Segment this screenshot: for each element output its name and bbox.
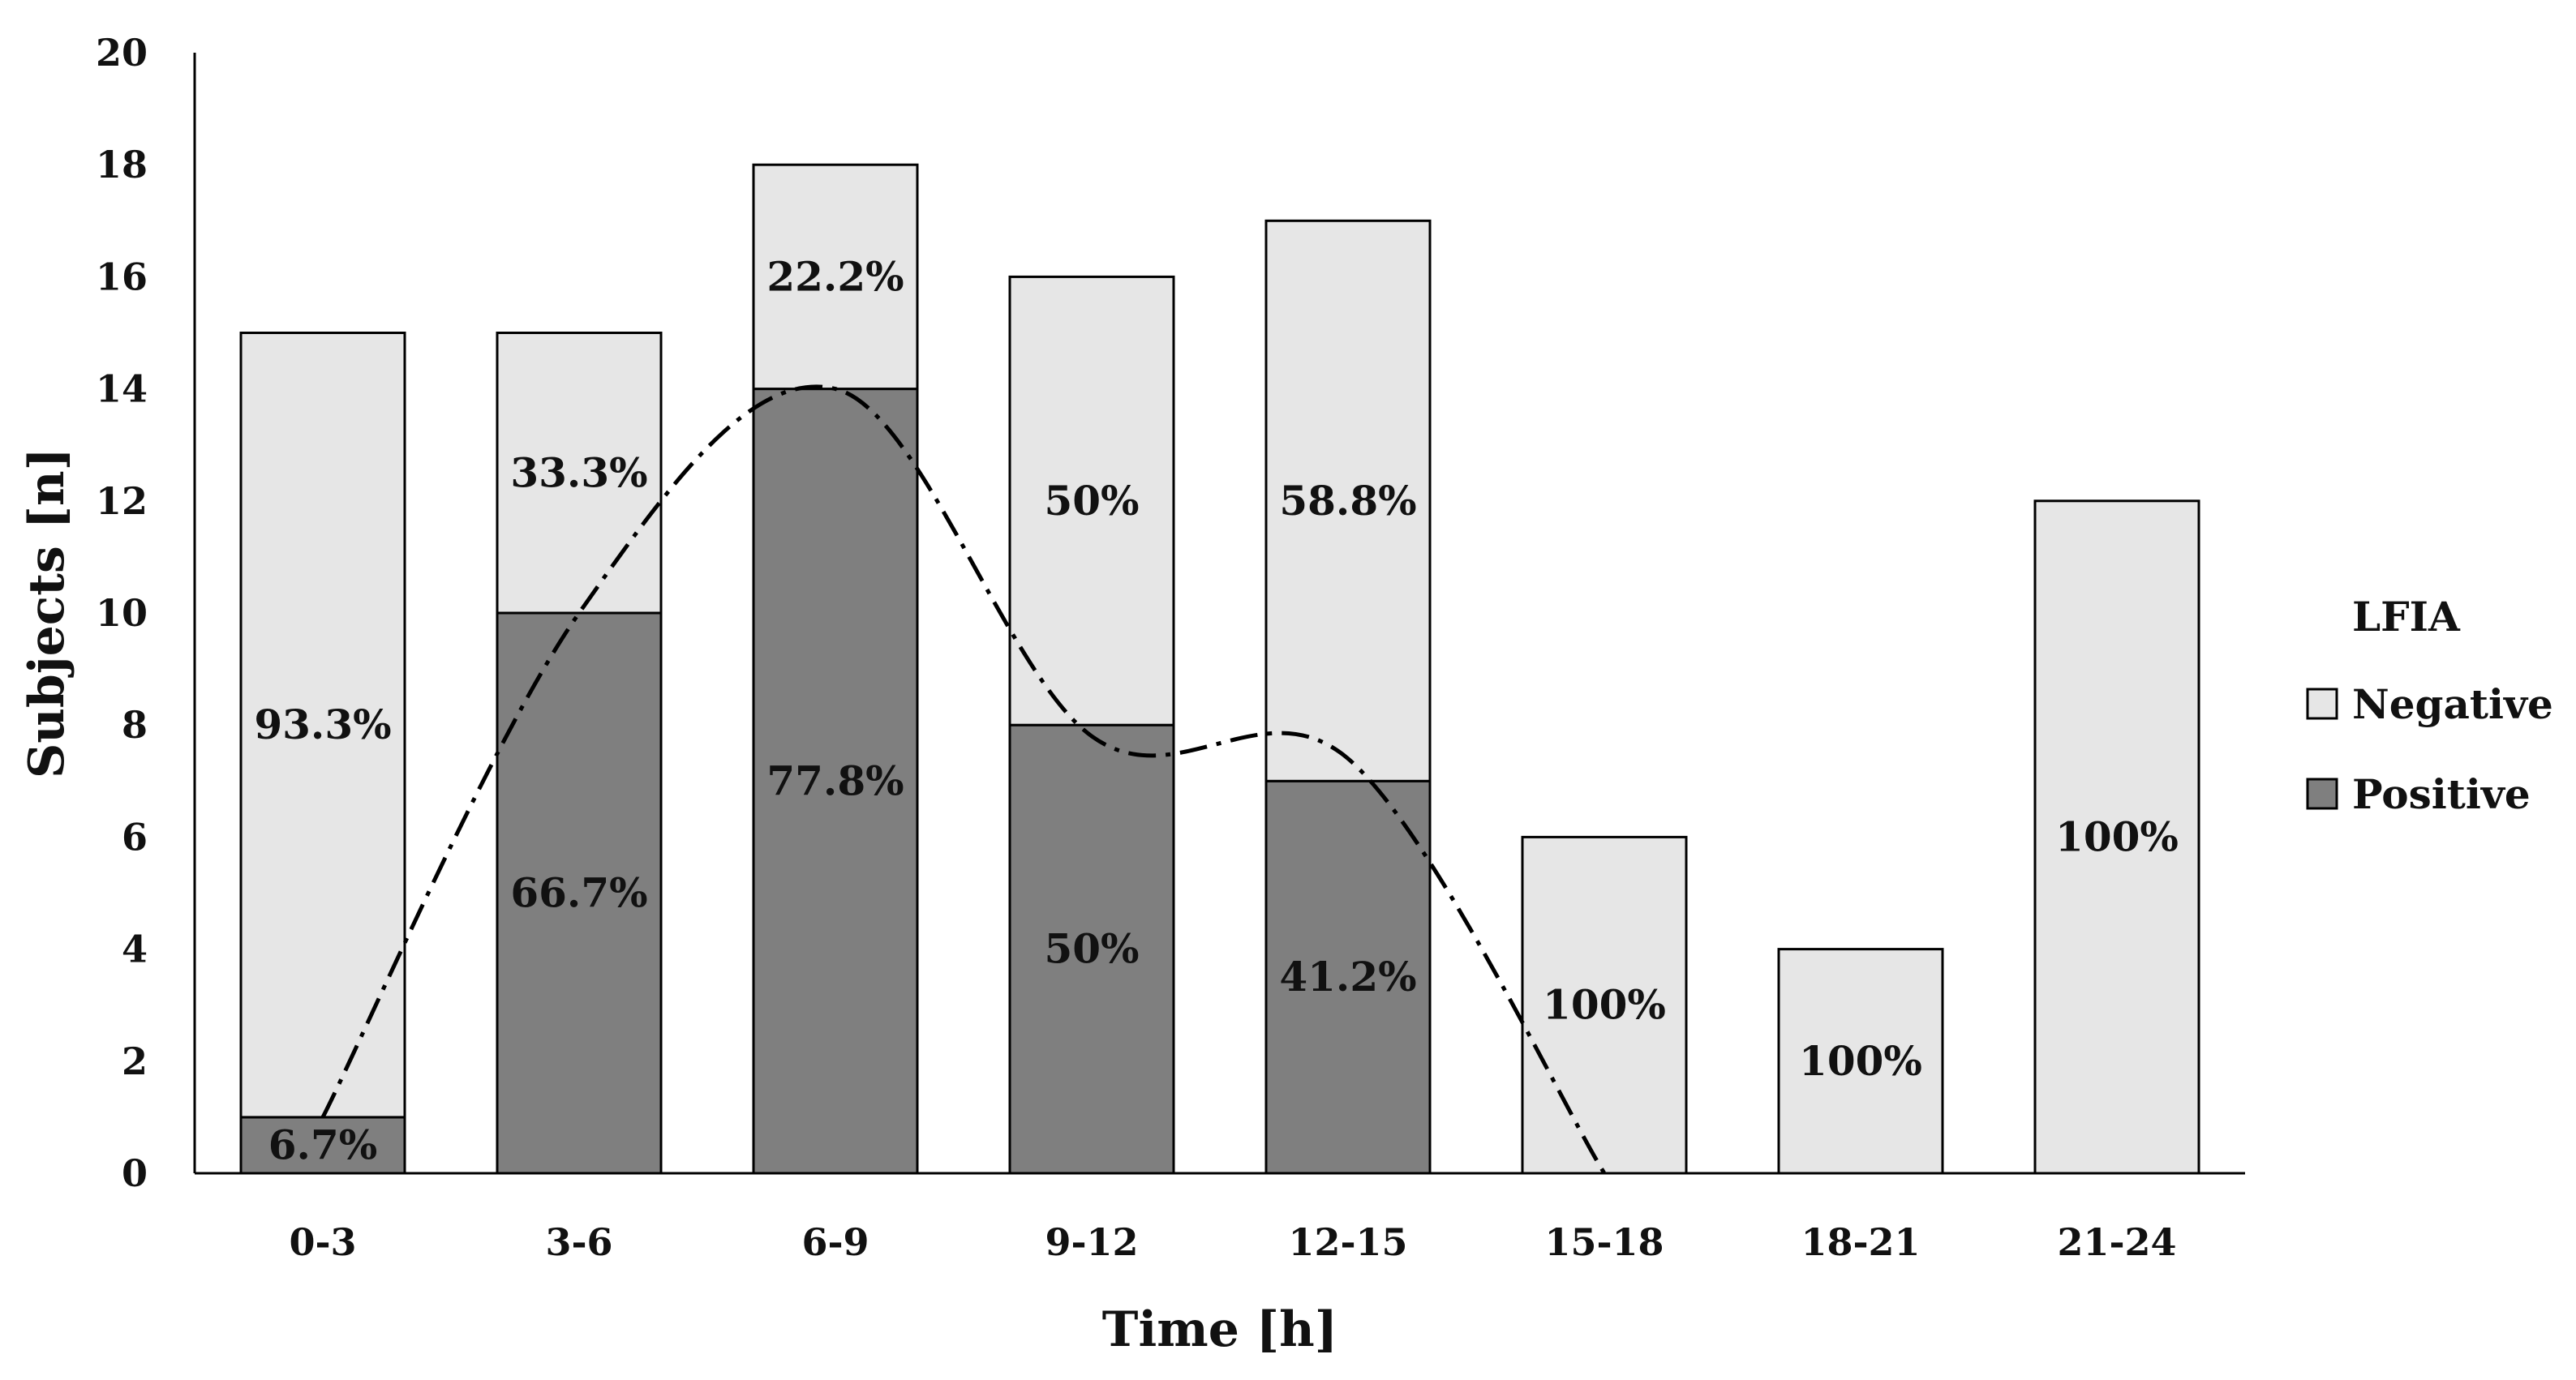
legend: LFIA Negative Positive — [2306, 593, 2553, 818]
bar-label-negative-21-24: 100% — [2055, 812, 2179, 860]
bar-label-positive-0-3: 6.7% — [268, 1121, 378, 1168]
trendline — [320, 384, 1607, 1175]
bar-label-negative-3-6: 33.3% — [510, 448, 647, 496]
y-axis-title: Subjects [n] — [19, 448, 75, 778]
y-tick-label-8: 8 — [122, 703, 148, 747]
bar-negative-18-21 — [1777, 948, 1944, 1175]
bar-label-negative-15-18: 100% — [1543, 981, 1666, 1029]
bar-negative-6-9 — [752, 163, 919, 391]
bar-label-negative-18-21: 100% — [1799, 1037, 1922, 1085]
x-axis-title: Time [h] — [1102, 1301, 1337, 1358]
bar-label-positive-9-12: 50% — [1044, 925, 1139, 973]
bar-negative-3-6 — [496, 332, 663, 615]
legend-label-negative: Negative — [2352, 680, 2553, 728]
x-tick-label-3-6: 3-6 — [545, 1220, 612, 1264]
y-tick-label-10: 10 — [96, 591, 148, 635]
bar-label-negative-9-12: 50% — [1044, 477, 1139, 525]
bar-label-negative-12-15: 58.8% — [1279, 477, 1416, 525]
bar-label-positive-3-6: 66.7% — [510, 869, 647, 917]
bar-label-positive-12-15: 41.2% — [1279, 953, 1416, 1001]
x-tick-label-9-12: 9-12 — [1045, 1220, 1138, 1264]
x-tick-label-0-3: 0-3 — [289, 1220, 356, 1264]
bar-negative-12-15 — [1264, 219, 1432, 782]
bar-label-negative-6-9: 22.2% — [766, 252, 904, 300]
bar-label-positive-6-9: 77.8% — [766, 756, 904, 804]
bar-negative-9-12 — [1008, 275, 1175, 726]
x-tick-label-18-21: 18-21 — [1801, 1220, 1920, 1264]
bar-positive-9-12 — [1008, 723, 1175, 1175]
bar-positive-3-6 — [496, 611, 663, 1175]
axes: 0 2 4 6 8 10 12 14 16 18 20 0-3 3-6 6-9 9-12 12-15 15-18… — [96, 31, 2245, 1264]
x-tick-label-15-18: 15-18 — [1544, 1220, 1664, 1264]
bar-labels: 6.7% 66.7% 77.8% 50% 41.2% 93.3% 33.3% 22.2% 50%… — [254, 252, 2179, 1168]
bar-negative-15-18 — [1521, 835, 1688, 1175]
y-tick-label-16: 16 — [96, 255, 148, 298]
y-tick-label-4: 4 — [122, 928, 148, 971]
bar-positive-12-15 — [1264, 779, 1432, 1175]
y-tick-label-20: 20 — [96, 31, 148, 75]
y-tick-label-12: 12 — [96, 479, 148, 523]
legend-swatch-negative — [2306, 688, 2338, 720]
trendline-group — [320, 384, 1607, 1175]
legend-label-positive: Positive — [2352, 770, 2531, 818]
legend-title: LFIA — [2352, 593, 2461, 641]
y-tick-label-14: 14 — [96, 367, 148, 411]
y-tick-label-6: 6 — [122, 815, 148, 859]
bar-positive-0-3 — [239, 1116, 406, 1175]
y-tick-label-2: 2 — [122, 1039, 148, 1083]
bars — [239, 163, 2200, 1175]
x-tick-label-6-9: 6-9 — [801, 1220, 869, 1264]
bar-negative-0-3 — [239, 332, 406, 1119]
x-tick-label-21-24: 21-24 — [2057, 1220, 2176, 1264]
legend-swatch-positive — [2306, 778, 2338, 810]
x-tick-label-12-15: 12-15 — [1288, 1220, 1407, 1264]
y-tick-label-18: 18 — [96, 143, 148, 186]
bar-label-negative-0-3: 93.3% — [254, 701, 391, 748]
bar-negative-21-24 — [2033, 499, 2200, 1175]
y-tick-label-0: 0 — [122, 1151, 148, 1195]
